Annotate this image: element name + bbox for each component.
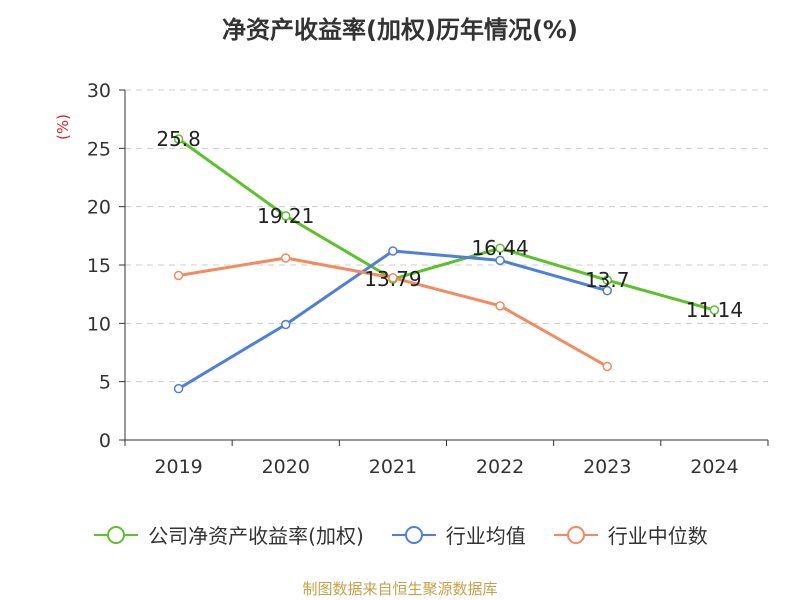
x-tick-label: 2022	[476, 456, 524, 478]
legend-marker-icon	[94, 525, 139, 544]
y-tick-label: 30	[87, 80, 111, 102]
data-point	[388, 246, 398, 256]
y-tick-label: 10	[87, 313, 111, 335]
series-line	[177, 137, 715, 312]
y-axis-label: (%)	[54, 114, 72, 140]
y-tick-label: 25	[87, 138, 111, 160]
data-point	[173, 134, 184, 144]
y-tick-label: 15	[87, 255, 111, 277]
legend-label: 公司净资产收益率(加权)	[148, 524, 364, 548]
y-tick-label: 5	[99, 372, 111, 394]
legend-label: 行业中位数	[607, 524, 708, 548]
x-tick-label: 2024	[690, 456, 738, 478]
legend-item-industry-mean[interactable]: 行业均值	[390, 520, 526, 549]
grid-layer	[125, 89, 768, 383]
y-tick-label: 0	[99, 430, 111, 452]
data-label: 25.8	[156, 127, 201, 151]
data-point	[281, 319, 291, 330]
data-label: 13.79	[364, 267, 421, 291]
data-point	[602, 285, 612, 296]
data-point	[173, 270, 184, 281]
legend-item-industry-median[interactable]: 行业中位数	[552, 520, 708, 549]
legend-marker-icon	[391, 525, 436, 544]
legend-item-company-roe[interactable]: 公司净资产收益率(加权)	[92, 520, 364, 549]
data-point	[388, 273, 398, 283]
series-layer	[173, 134, 720, 394]
chart-title: 净资产收益率(加权)历年情况(%)	[222, 16, 578, 44]
legend: 公司净资产收益率(加权) 行业均值 行业中位数	[0, 520, 800, 549]
data-point	[281, 211, 291, 221]
data-point	[602, 275, 612, 285]
x-tick-label: 2020	[262, 456, 310, 478]
data-point	[173, 383, 184, 394]
legend-label: 行业均值	[445, 524, 526, 548]
x-tick-label: 2023	[583, 456, 631, 478]
data-point	[495, 301, 505, 311]
data-label: 19.21	[257, 204, 314, 228]
data-point	[495, 255, 505, 266]
data-point	[602, 361, 612, 372]
data-label: 11.14	[686, 298, 743, 322]
data-source-note: 制图数据来自恒生聚源数据库	[302, 580, 498, 598]
y-tick-label: 20	[87, 197, 111, 219]
data-point	[709, 305, 720, 315]
x-tick-label: 2019	[154, 456, 202, 478]
x-tick-label: 2021	[369, 456, 417, 478]
data-label: 13.7	[585, 268, 630, 292]
data-label-layer: 25.8 19.21 13.79 16.44 13.7 11.14	[156, 127, 743, 322]
data-point	[281, 253, 291, 263]
data-label: 16.44	[471, 236, 528, 260]
axis-layer: 0 5 10 15 20 25 30 2019 2020 2021 2022 2023 2024	[87, 80, 769, 478]
data-point	[495, 243, 505, 253]
legend-marker-icon	[553, 525, 598, 544]
